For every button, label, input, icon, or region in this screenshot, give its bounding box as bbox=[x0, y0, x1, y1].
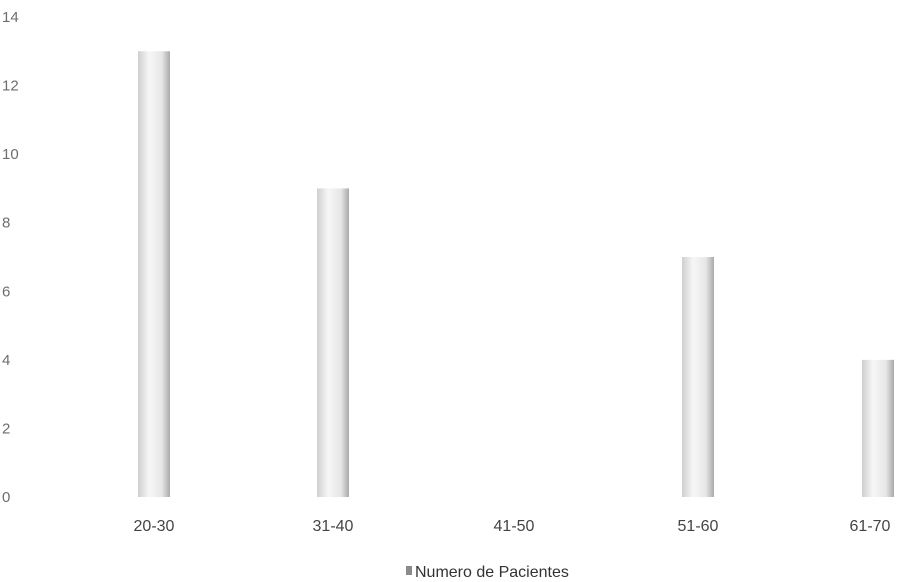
y-tick-label: 6 bbox=[2, 283, 10, 300]
bar-51-60 bbox=[682, 257, 714, 497]
bars bbox=[138, 51, 894, 498]
y-tick-label: 2 bbox=[2, 420, 10, 437]
y-tick-label: 4 bbox=[2, 352, 10, 369]
legend-swatch bbox=[406, 566, 412, 575]
y-tick-label: 10 bbox=[2, 146, 19, 163]
y-tick-label: 12 bbox=[2, 78, 19, 95]
x-axis: 20-30 31-40 41-50 51-60 61-70 bbox=[134, 518, 891, 535]
bar-61-70 bbox=[862, 359, 894, 497]
y-tick-label: 14 bbox=[2, 9, 19, 26]
y-tick-label: 8 bbox=[2, 215, 10, 232]
x-tick-label: 61-70 bbox=[850, 518, 891, 535]
y-tick-label: 0 bbox=[2, 489, 10, 506]
x-tick-label: 51-60 bbox=[678, 518, 719, 535]
x-tick-label: 31-40 bbox=[313, 518, 354, 535]
y-axis: 0 2 4 6 8 10 12 14 bbox=[2, 9, 19, 506]
x-tick-label: 20-30 bbox=[134, 518, 175, 535]
bar-20-30 bbox=[138, 51, 170, 498]
legend-label: Numero de Pacientes bbox=[415, 564, 569, 581]
x-tick-label: 41-50 bbox=[494, 518, 535, 535]
legend: Numero de Pacientes bbox=[406, 564, 569, 581]
bar-31-40 bbox=[317, 188, 349, 497]
